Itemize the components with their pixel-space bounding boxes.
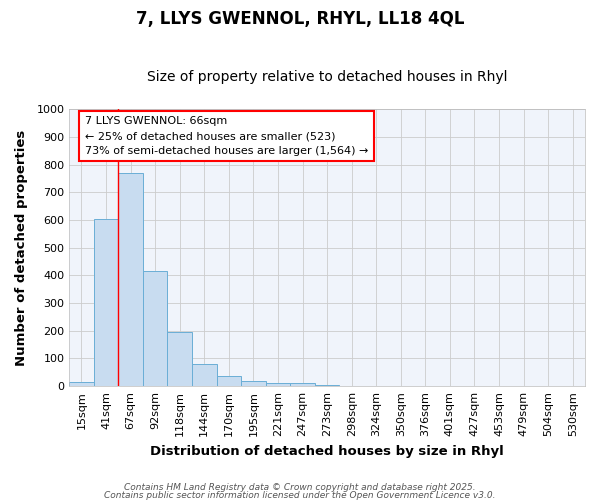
Text: 7, LLYS GWENNOL, RHYL, LL18 4QL: 7, LLYS GWENNOL, RHYL, LL18 4QL	[136, 10, 464, 28]
Bar	[315, 385, 340, 386]
Bar	[94, 218, 118, 386]
Text: 7 LLYS GWENNOL: 66sqm
← 25% of detached houses are smaller (523)
73% of semi-det: 7 LLYS GWENNOL: 66sqm ← 25% of detached …	[85, 116, 368, 156]
Bar	[217, 376, 241, 386]
Text: Contains public sector information licensed under the Open Government Licence v3: Contains public sector information licen…	[104, 490, 496, 500]
Bar	[192, 364, 217, 386]
Bar	[69, 382, 94, 386]
Bar	[241, 381, 266, 386]
Bar	[290, 384, 315, 386]
Bar	[266, 384, 290, 386]
Text: Contains HM Land Registry data © Crown copyright and database right 2025.: Contains HM Land Registry data © Crown c…	[124, 484, 476, 492]
Bar	[167, 332, 192, 386]
Bar	[143, 272, 167, 386]
X-axis label: Distribution of detached houses by size in Rhyl: Distribution of detached houses by size …	[150, 444, 504, 458]
Title: Size of property relative to detached houses in Rhyl: Size of property relative to detached ho…	[147, 70, 508, 85]
Bar	[118, 173, 143, 386]
Y-axis label: Number of detached properties: Number of detached properties	[15, 130, 28, 366]
